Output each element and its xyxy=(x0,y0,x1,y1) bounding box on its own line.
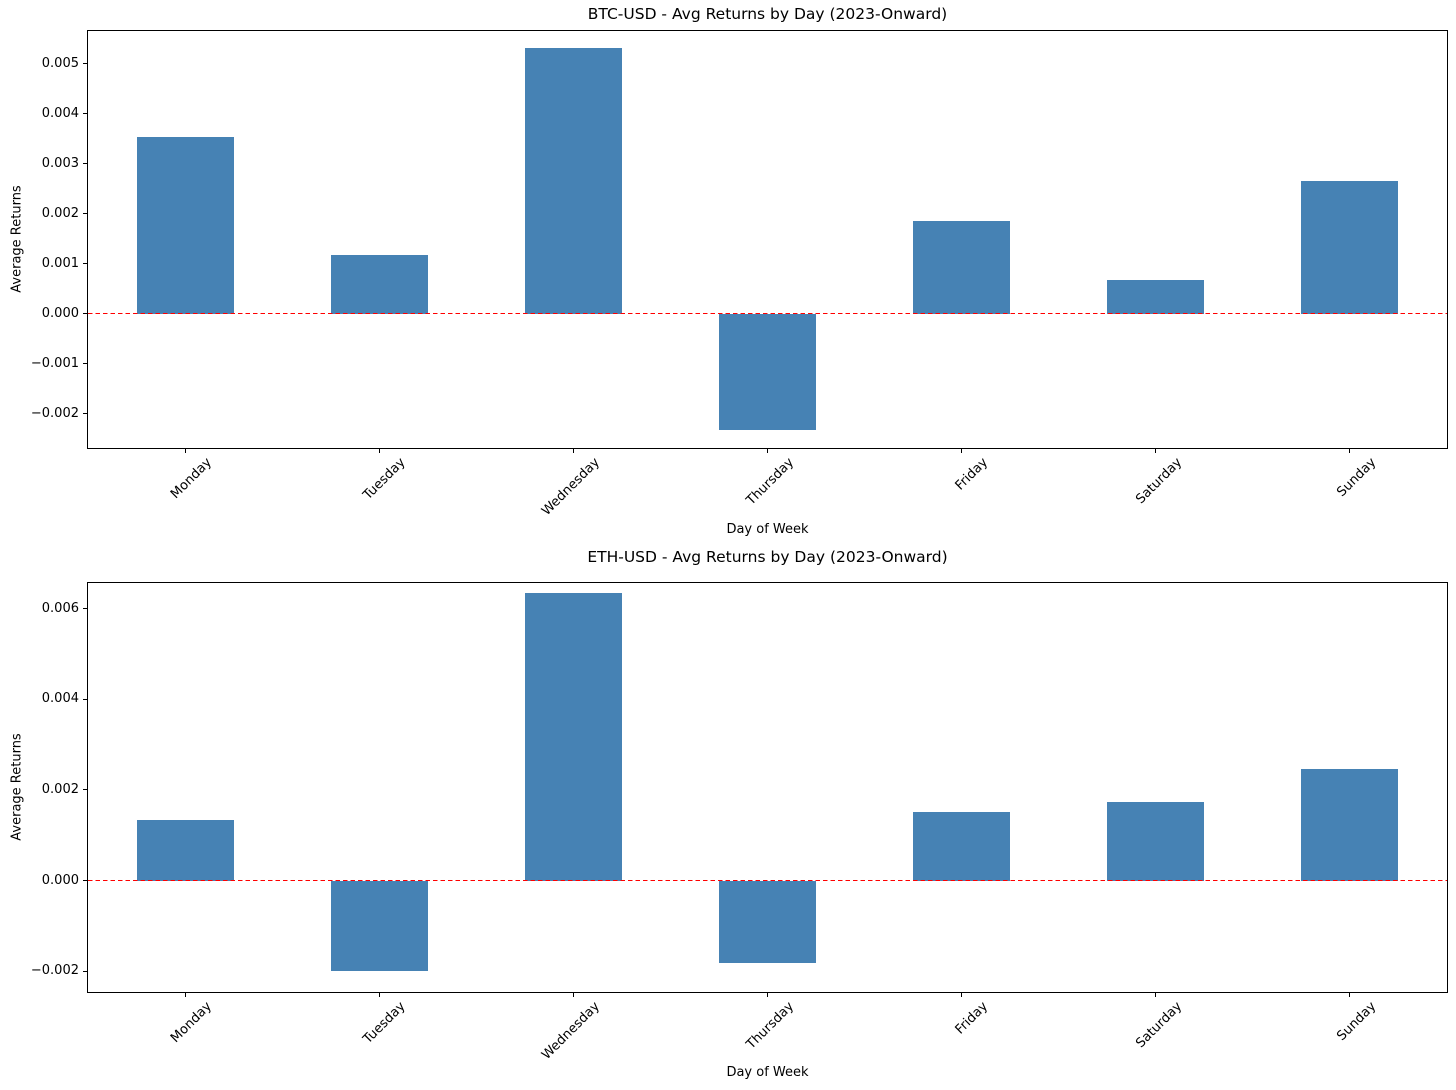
x-tick-label: Saturday xyxy=(1133,455,1186,508)
x-tick-mark xyxy=(767,993,768,997)
y-tick-label: 0.002 xyxy=(41,205,79,221)
y-tick-mark xyxy=(83,789,87,791)
x-tick-mark xyxy=(767,449,768,453)
bar-sunday xyxy=(1301,769,1399,881)
y-tick-mark xyxy=(83,113,87,115)
y-tick-label: 0.006 xyxy=(41,600,79,616)
x-axis-label: Day of Week xyxy=(726,1065,809,1080)
x-tick-mark xyxy=(1155,449,1157,453)
x-tick-mark xyxy=(1349,449,1351,453)
x-tick-label: Friday xyxy=(952,999,992,1038)
bar-wednesday xyxy=(524,592,622,881)
y-tick-mark xyxy=(83,313,87,315)
x-tick-mark xyxy=(1155,993,1157,997)
bar-tuesday xyxy=(330,880,428,972)
x-tick-label: Saturday xyxy=(1133,999,1186,1052)
y-tick-label: −0.002 xyxy=(30,405,79,421)
x-tick-mark xyxy=(572,449,574,453)
y-tick-label: 0.003 xyxy=(41,155,79,171)
y-tick-mark xyxy=(83,413,87,415)
bar-friday xyxy=(913,221,1011,314)
x-tick-label: Tuesday xyxy=(360,455,409,504)
x-axis-label: Day of Week xyxy=(726,522,809,537)
x-tick-mark xyxy=(184,993,186,997)
x-tick-label: Friday xyxy=(952,455,992,494)
bar-friday xyxy=(913,811,1011,881)
bar-sunday xyxy=(1301,181,1399,314)
bar-tuesday xyxy=(330,255,428,314)
bar-thursday xyxy=(718,313,817,431)
x-tick-label: Monday xyxy=(167,455,215,502)
y-tick-label: 0.000 xyxy=(41,872,79,888)
x-tick-label: Thursday xyxy=(743,455,798,509)
bar-saturday xyxy=(1107,801,1205,881)
y-tick-label: −0.002 xyxy=(30,963,79,979)
chart-title: BTC-USD - Avg Returns by Day (2023-Onwar… xyxy=(587,5,948,23)
y-tick-mark xyxy=(83,363,87,365)
bar-saturday xyxy=(1107,279,1205,314)
x-tick-label: Monday xyxy=(167,999,215,1046)
y-tick-label: 0.002 xyxy=(41,781,79,797)
bar-wednesday xyxy=(524,47,622,314)
y-tick-mark xyxy=(83,698,87,700)
y-tick-mark xyxy=(83,213,87,215)
y-tick-label: 0.000 xyxy=(41,305,79,321)
x-tick-label: Tuesday xyxy=(360,999,409,1048)
bar-thursday xyxy=(718,880,817,964)
x-tick-mark xyxy=(961,993,963,997)
bar-monday xyxy=(136,820,234,881)
y-tick-mark xyxy=(83,63,87,65)
x-tick-label: Sunday xyxy=(1334,455,1380,501)
x-tick-mark xyxy=(378,993,380,997)
y-tick-mark xyxy=(83,163,87,165)
chart-title: ETH-USD - Avg Returns by Day (2023-Onwar… xyxy=(587,548,948,566)
x-tick-label: Thursday xyxy=(743,999,798,1053)
y-tick-mark xyxy=(83,970,87,972)
y-axis-label: Average Returns xyxy=(9,185,25,293)
x-tick-label: Wednesday xyxy=(539,999,603,1063)
y-tick-label: 0.004 xyxy=(41,105,79,121)
x-tick-mark xyxy=(184,449,186,453)
y-tick-mark xyxy=(83,880,87,882)
y-tick-mark xyxy=(83,263,87,265)
x-tick-mark xyxy=(1349,993,1351,997)
y-tick-label: 0.001 xyxy=(41,255,79,271)
y-tick-label: 0.004 xyxy=(41,691,79,707)
bar-monday xyxy=(136,137,234,314)
plot-area: 0.006 0.004 0.002 0.000 −0.002 Monday Tuesday W… xyxy=(31,582,1448,1063)
y-tick-mark xyxy=(83,608,87,610)
x-tick-mark xyxy=(572,993,574,997)
y-tick-label: 0.005 xyxy=(41,55,79,71)
x-tick-mark xyxy=(961,449,963,453)
zero-line xyxy=(88,312,1447,315)
x-tick-label: Sunday xyxy=(1334,999,1380,1045)
zero-line xyxy=(88,879,1447,882)
x-tick-label: Wednesday xyxy=(539,455,603,519)
x-tick-mark xyxy=(378,449,380,453)
y-tick-label: −0.001 xyxy=(30,355,79,371)
plot-area: 0.005 0.004 0.003 0.002 0.001 0.000 −0.001 −0.0… xyxy=(31,30,1448,519)
y-axis-label: Average Returns xyxy=(9,733,25,841)
